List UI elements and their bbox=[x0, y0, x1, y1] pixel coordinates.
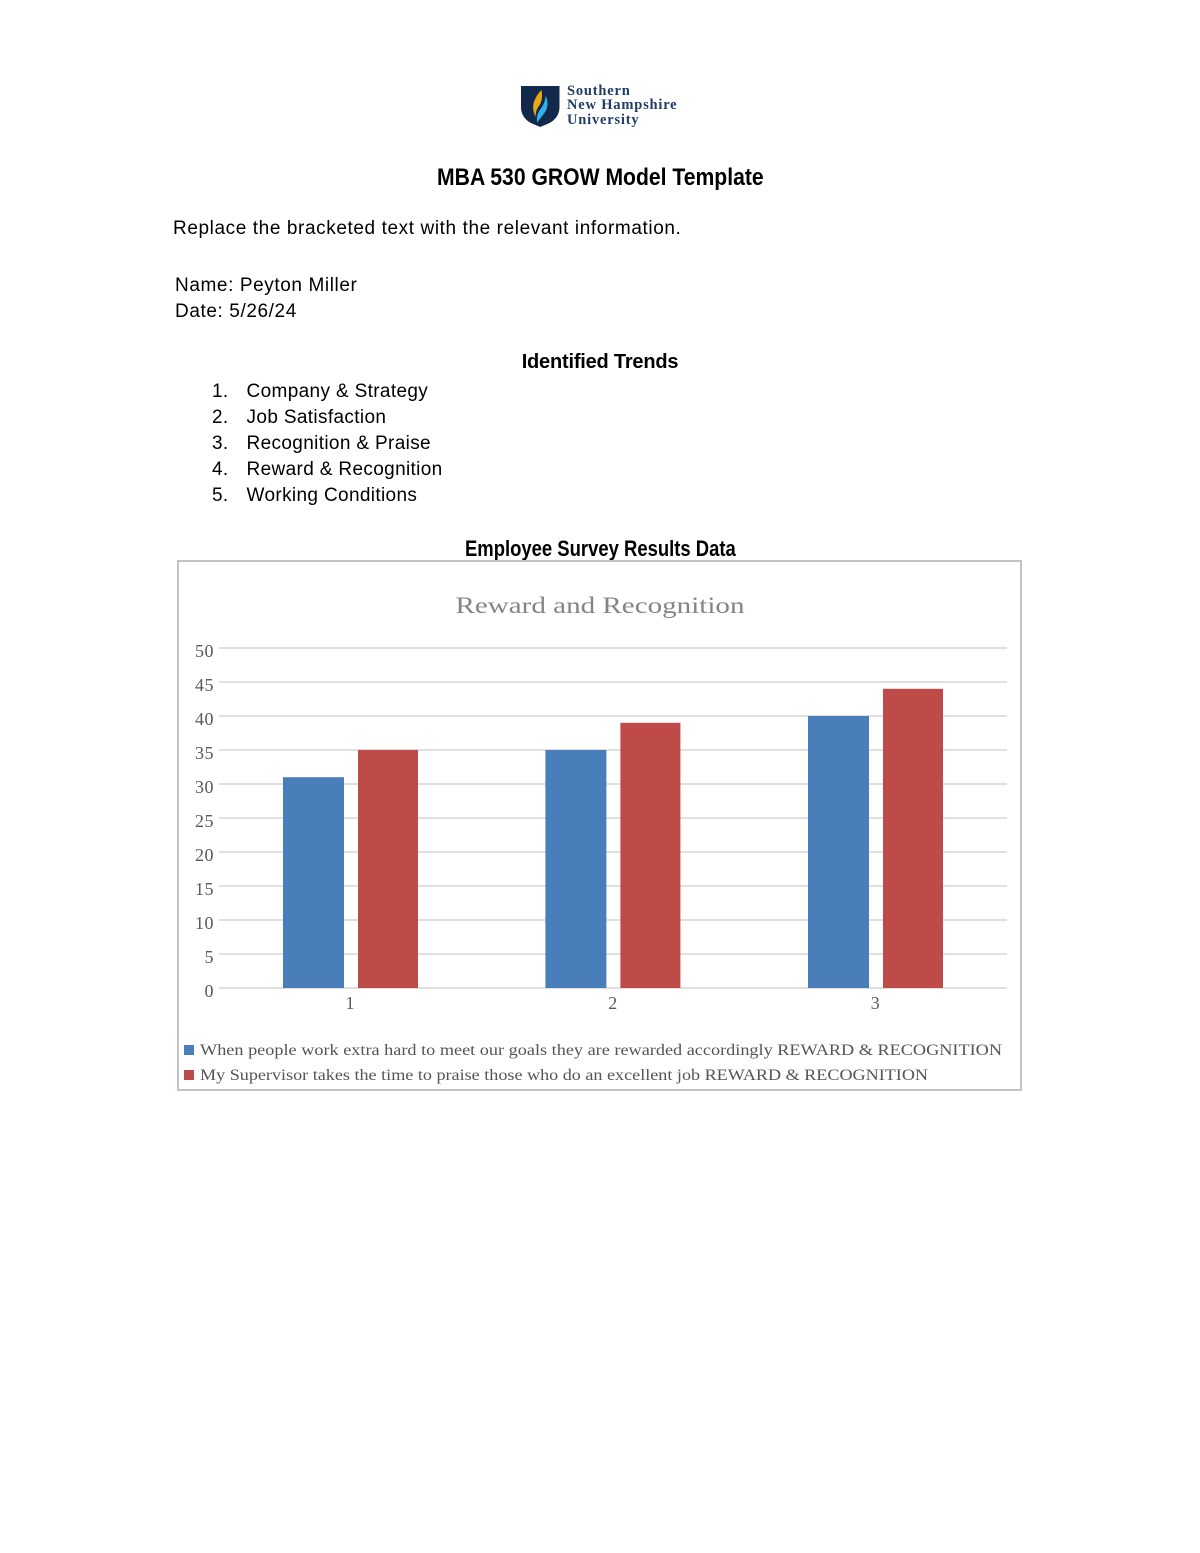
svg-text:35: 35 bbox=[195, 743, 214, 763]
svg-text:40: 40 bbox=[195, 709, 214, 729]
svg-text:50: 50 bbox=[195, 641, 214, 661]
svg-text:My Supervisor takes the time t: My Supervisor takes the time to praise t… bbox=[200, 1067, 928, 1084]
svg-text:5: 5 bbox=[205, 947, 215, 967]
svg-text:25: 25 bbox=[195, 811, 214, 831]
svg-text:20: 20 bbox=[195, 845, 214, 865]
svg-text:When people work extra hard to: When people work extra hard to meet our … bbox=[200, 1042, 1002, 1059]
svg-text:0: 0 bbox=[205, 981, 215, 1001]
svg-text:30: 30 bbox=[195, 777, 214, 797]
svg-text:45: 45 bbox=[195, 675, 214, 695]
svg-text:1: 1 bbox=[346, 993, 355, 1013]
svg-text:Reward and Recognition: Reward and Recognition bbox=[456, 593, 746, 618]
svg-text:15: 15 bbox=[195, 879, 214, 899]
svg-text:3: 3 bbox=[871, 993, 880, 1013]
svg-text:10: 10 bbox=[195, 913, 214, 933]
svg-text:2: 2 bbox=[608, 993, 617, 1013]
